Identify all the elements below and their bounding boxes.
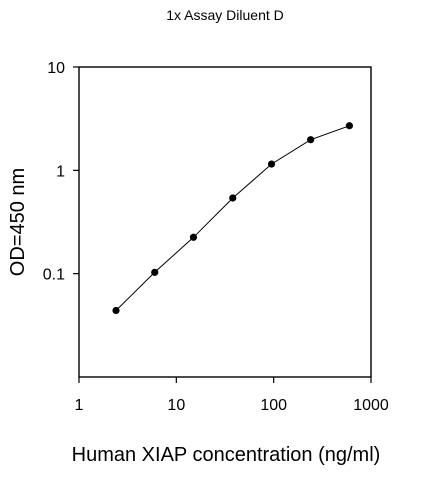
x-tick-label: 10 — [167, 397, 185, 414]
chart-title: 1x Assay Diluent D — [166, 7, 284, 23]
y-axis: 0.1 1 10 — [43, 60, 79, 284]
y-tick-label: 1 — [56, 163, 65, 180]
data-point — [229, 194, 237, 202]
data-point — [189, 233, 198, 241]
data-point — [151, 268, 159, 276]
data-point — [267, 160, 276, 168]
x-tick-label: 100 — [260, 397, 287, 414]
data-point — [112, 306, 120, 315]
data-point — [307, 136, 315, 144]
plot-area — [78, 66, 372, 378]
x-axis: 1 10 100 1000 — [75, 377, 389, 414]
data-point — [345, 122, 354, 130]
x-axis-label: Human XIAP concentration (ng/ml) — [72, 444, 381, 466]
x-tick-label: 1000 — [353, 397, 389, 414]
data-points — [112, 122, 354, 315]
y-axis-label: OD=450 nm — [7, 168, 29, 276]
series-line — [115, 125, 350, 311]
y-tick-label: 10 — [47, 60, 65, 77]
y-tick-label: 0.1 — [43, 267, 65, 284]
x-tick-label: 1 — [75, 397, 84, 414]
